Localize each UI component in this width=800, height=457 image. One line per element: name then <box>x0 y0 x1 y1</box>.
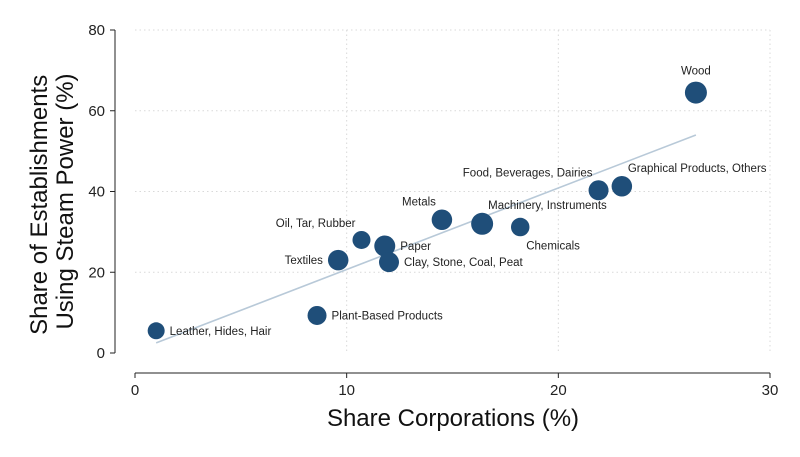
point-label: Oil, Tar, Rubber <box>276 218 356 230</box>
y-tick-label: 20 <box>88 264 105 281</box>
point-label: Metals <box>402 197 436 209</box>
point-label: Paper <box>400 241 431 253</box>
data-point <box>307 305 327 325</box>
fit-line-group <box>155 134 697 344</box>
data-point <box>510 217 530 237</box>
data-point <box>471 212 494 235</box>
data-point <box>684 81 707 104</box>
data-point <box>611 176 633 197</box>
point-label: Plant-Based Products <box>332 310 443 322</box>
point-label: Food, Beverages, Dairies <box>463 167 593 179</box>
point-label: Wood <box>681 66 711 78</box>
fit-line <box>155 134 697 344</box>
y-axis-title-line-1: Share of Establishments <box>26 75 53 335</box>
y-tick-label: 0 <box>97 345 105 362</box>
x-tick-label: 20 <box>550 382 567 399</box>
point-label: Chemicals <box>526 240 580 252</box>
y-tick-label: 80 <box>88 22 105 39</box>
data-point <box>327 249 349 271</box>
y-axis-title: Share of Establishments Using Steam Powe… <box>26 68 79 335</box>
y-axis-title-line-2: Using Steam Power (%) <box>52 73 79 329</box>
data-point <box>147 322 165 340</box>
x-tick-label: 10 <box>338 382 355 399</box>
y-tick-label: 40 <box>88 184 105 201</box>
data-points <box>147 81 707 340</box>
point-label: Clay, Stone, Coal, Peat <box>404 257 523 269</box>
data-point <box>352 230 371 249</box>
y-tick-label: 60 <box>88 103 105 120</box>
point-label: Graphical Products, Others <box>628 163 767 175</box>
data-point <box>374 235 396 257</box>
x-axis-title: Share Corporations (%) <box>327 405 579 432</box>
grid <box>135 29 771 353</box>
point-labels: Wood Graphical Products, Others Food, Beve… <box>170 66 767 338</box>
point-label: Textiles <box>285 255 324 267</box>
data-point <box>379 252 399 273</box>
x-tick-label: 30 <box>762 382 779 399</box>
axes: 0 10 20 30 0 20 40 60 80 <box>88 22 778 399</box>
data-point <box>431 209 453 231</box>
point-label: Leather, Hides, Hair <box>170 326 272 338</box>
data-point <box>588 180 609 201</box>
point-label: Machinery, Instruments <box>488 200 607 212</box>
x-tick-label: 0 <box>131 382 139 399</box>
